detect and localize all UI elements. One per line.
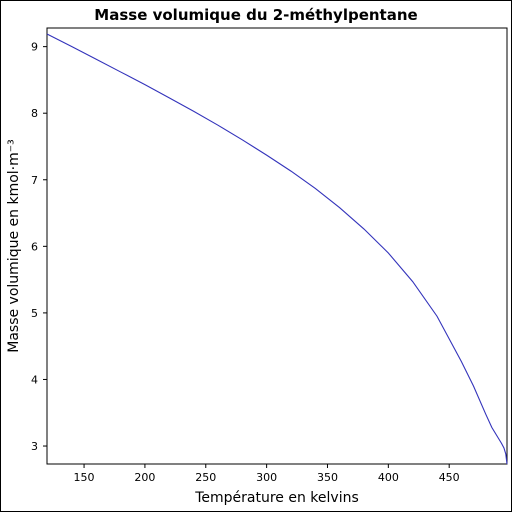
chart-title: Masse volumique du 2-méthylpentane bbox=[94, 6, 417, 24]
x-axis-label: Température en kelvins bbox=[194, 490, 359, 506]
x-tick-label: 150 bbox=[74, 471, 95, 484]
x-tick-label: 200 bbox=[134, 471, 155, 484]
y-axis-ticks: 3 4 5 6 7 8 9 bbox=[31, 41, 47, 453]
y-tick-label: 4 bbox=[31, 373, 38, 386]
x-tick-label: 300 bbox=[256, 471, 277, 484]
x-axis-ticks: 150 200 250 300 350 400 450 bbox=[74, 464, 460, 484]
y-tick-label: 6 bbox=[31, 240, 38, 253]
y-tick-label: 5 bbox=[31, 307, 38, 320]
x-tick-label: 450 bbox=[439, 471, 460, 484]
y-tick-label: 8 bbox=[31, 107, 38, 120]
series-line bbox=[46, 33, 508, 465]
y-axis-label: Masse volumique en kmol·m⁻³ bbox=[6, 139, 22, 353]
x-tick-label: 350 bbox=[317, 471, 338, 484]
x-tick-label: 250 bbox=[195, 471, 216, 484]
x-tick-label: 400 bbox=[378, 471, 399, 484]
plot-area bbox=[46, 27, 508, 465]
y-tick-label: 7 bbox=[31, 174, 38, 187]
y-tick-label: 9 bbox=[31, 41, 38, 54]
y-tick-label: 3 bbox=[31, 440, 38, 453]
